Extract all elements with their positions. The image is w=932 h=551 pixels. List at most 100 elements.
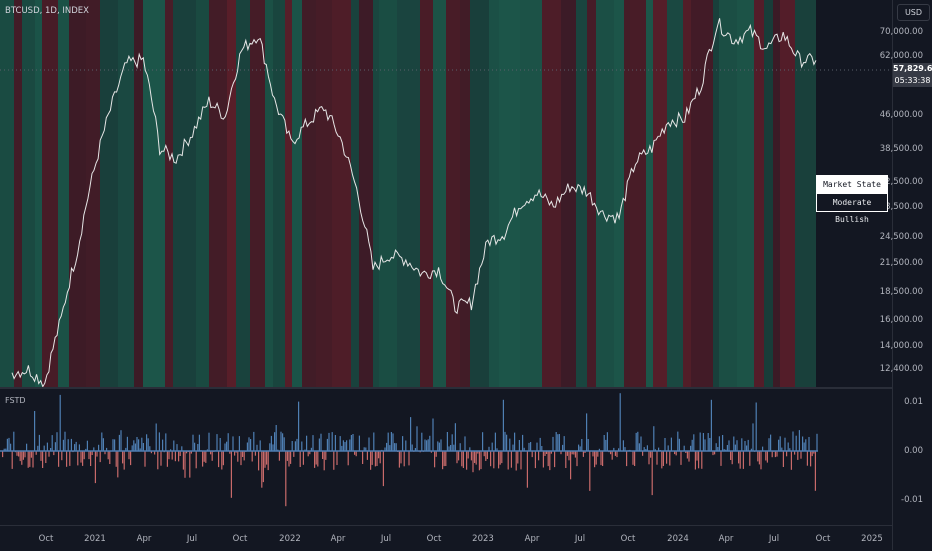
fstd-positive-bar [638, 443, 640, 451]
fstd-positive-bar [8, 437, 10, 451]
bullish-band [719, 0, 737, 388]
fstd-negative-bar [595, 451, 597, 465]
fstd-positive-bar [678, 438, 680, 451]
price-axis[interactable]: 70,000.00 62,000.00 46,000.00 38,500.00 … [880, 0, 932, 550]
fstd-positive-bar [219, 438, 221, 451]
fstd-positive-bar [101, 432, 103, 451]
fstd-positive-bar [421, 432, 423, 451]
fstd-positive-bar [410, 417, 412, 451]
fstd-negative-bar [262, 451, 264, 483]
bearish-band [773, 0, 780, 388]
fstd-positive-bar [155, 423, 157, 451]
fstd-positive-bar [320, 433, 322, 451]
fstd-positive-bar [677, 431, 679, 451]
fstd-negative-bar [443, 451, 445, 467]
bearish-band [14, 0, 22, 388]
fstd-positive-bar [346, 440, 348, 451]
bullish-band [58, 0, 69, 388]
fstd-positive-bar [539, 437, 541, 451]
bullish-band [0, 0, 14, 388]
fstd-negative-bar [478, 451, 480, 471]
fstd-positive-bar [256, 444, 258, 451]
fstd-positive-bar [306, 435, 308, 451]
fstd-positive-bar [395, 443, 397, 451]
fstd-positive-bar [667, 445, 669, 451]
fstd-bars [2, 393, 818, 507]
fstd-positive-bar [555, 432, 557, 451]
bullish-band [118, 0, 134, 388]
fstd-positive-bar [734, 444, 736, 451]
fstd-negative-bar [501, 451, 503, 464]
fstd-negative-bar [376, 451, 378, 466]
fstd-positive-bar [59, 394, 61, 451]
bearish-band [630, 0, 646, 388]
bullish-band [499, 0, 520, 388]
fstd-positive-bar [491, 442, 493, 451]
fstd-positive-bar [133, 440, 135, 451]
fstd-negative-bar [69, 451, 71, 466]
fstd-negative-bar [27, 451, 29, 468]
fstd-negative-bar [515, 451, 517, 471]
fstd-negative-bar [800, 451, 802, 459]
bullish-band [143, 0, 165, 388]
fstd-positive-bar [37, 445, 39, 451]
fstd-negative-bar [542, 451, 544, 468]
currency-button[interactable]: USD [897, 4, 930, 21]
indicator-title[interactable]: FSTD [5, 396, 26, 405]
fstd-negative-bar [66, 451, 68, 467]
bearish-band [561, 0, 576, 388]
fstd-negative-bar [774, 451, 776, 458]
fstd-positive-bar [250, 439, 252, 451]
fstd-histogram[interactable] [0, 389, 892, 525]
bearish-band [250, 0, 265, 388]
fstd-negative-bar [309, 451, 311, 455]
fstd-positive-bar [618, 448, 620, 451]
fstd-negative-bar [96, 451, 98, 457]
market-state-table: Market State Moderate Bullish [816, 175, 888, 224]
fstd-positive-bar [715, 443, 717, 451]
time-axis[interactable] [0, 525, 892, 551]
fstd-negative-bar [467, 451, 469, 459]
fstd-negative-bar [531, 451, 533, 458]
bullish-band [265, 0, 273, 388]
fstd-negative-bar [235, 451, 237, 453]
fstd-negative-bar [264, 451, 266, 468]
bullish-band [397, 0, 420, 388]
fstd-negative-bar [560, 451, 562, 455]
pane-divider[interactable] [0, 387, 932, 389]
fstd-positive-bar [453, 444, 455, 451]
fstd-positive-bar [226, 441, 228, 451]
fstd-negative-bar [317, 451, 319, 467]
fstd-positive-bar [358, 435, 360, 451]
fstd-negative-bar [251, 451, 253, 462]
fstd-negative-bar [293, 451, 295, 457]
fstd-negative-bar [379, 451, 381, 464]
fstd-positive-bar [459, 443, 461, 451]
fstd-positive-bar [528, 442, 530, 451]
bullish-band [667, 0, 683, 388]
fstd-negative-bar [493, 451, 495, 469]
fstd-positive-bar [744, 441, 746, 451]
fstd-negative-bar [400, 451, 402, 464]
fstd-positive-bar [514, 432, 516, 451]
price-chart[interactable] [0, 0, 892, 388]
time-tick: 2024 [667, 534, 689, 544]
fstd-negative-bar [267, 451, 269, 471]
fstd-positive-bar [781, 447, 783, 451]
fstd-negative-bar [77, 451, 79, 466]
fstd-positive-bar [344, 442, 346, 451]
fstd-positive-bar [173, 440, 175, 451]
fstd-negative-bar [48, 451, 50, 457]
fstd-negative-bar [571, 451, 573, 455]
fstd-positive-bar [259, 440, 261, 451]
fstd-negative-bar [656, 451, 658, 465]
fstd-positive-bar [798, 430, 800, 451]
bearish-band [460, 0, 470, 388]
symbol-title[interactable]: BTCUSD, 1D, INDEX [5, 6, 89, 16]
fstd-negative-bar [45, 451, 47, 463]
fstd-positive-bar [146, 434, 148, 451]
fstd-negative-bar [570, 451, 572, 480]
fstd-negative-bar [786, 451, 788, 457]
fstd-positive-bar [523, 447, 525, 451]
fstd-negative-bar [810, 451, 812, 467]
